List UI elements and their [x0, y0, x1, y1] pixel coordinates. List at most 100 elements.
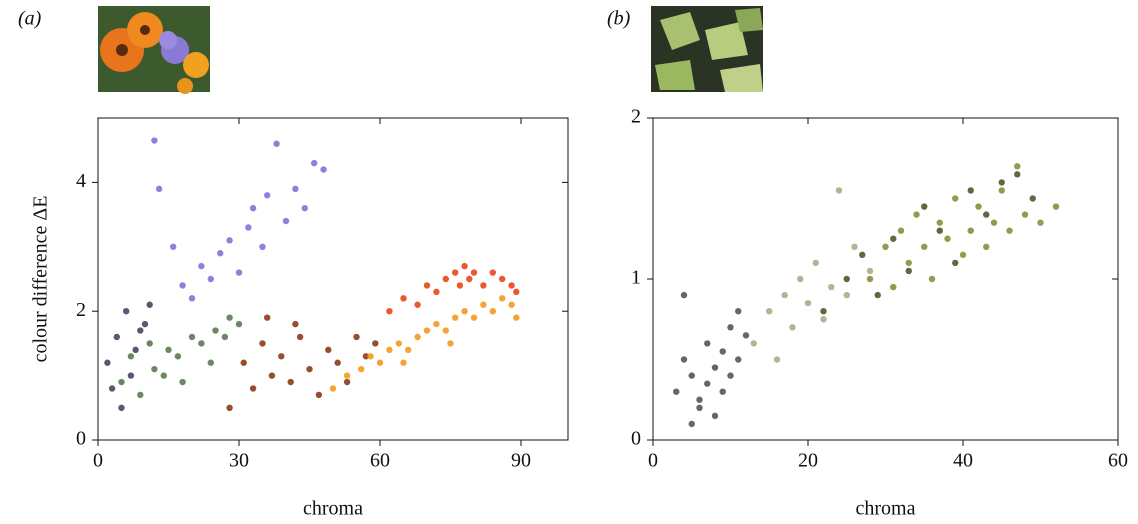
point: [165, 346, 172, 354]
y-tick-label: 2: [76, 299, 86, 321]
point: [235, 269, 243, 276]
point: [259, 243, 266, 250]
point: [287, 378, 294, 386]
point: [320, 166, 327, 173]
point: [179, 282, 186, 289]
point: [123, 308, 130, 315]
point: [146, 301, 153, 308]
point: [1037, 219, 1044, 226]
point: [812, 259, 819, 267]
point: [866, 275, 874, 283]
point: [797, 275, 804, 283]
point: [466, 275, 473, 283]
point: [820, 316, 827, 323]
point: [141, 320, 149, 328]
point: [226, 237, 233, 244]
point: [983, 211, 990, 218]
point: [890, 283, 897, 291]
point: [952, 195, 959, 202]
plot-frame: [97, 117, 569, 441]
point: [343, 372, 351, 379]
point: [367, 353, 374, 360]
point: [264, 192, 271, 199]
point: [967, 227, 974, 234]
point: [329, 385, 337, 392]
point: [137, 327, 144, 334]
point: [489, 308, 496, 315]
point: [789, 324, 796, 331]
point: [155, 185, 163, 193]
point: [1014, 163, 1021, 170]
point: [998, 187, 1005, 194]
point: [240, 359, 247, 366]
point: [851, 243, 858, 250]
point: [433, 320, 440, 328]
x-tick-label: 40: [953, 450, 973, 472]
point: [921, 203, 928, 210]
panel-label: (b): [607, 8, 631, 30]
point: [952, 259, 959, 267]
point: [386, 308, 393, 315]
point: [990, 219, 998, 226]
point: [735, 356, 742, 363]
point: [711, 364, 719, 371]
point: [461, 308, 468, 315]
point: [301, 204, 308, 212]
point: [897, 227, 905, 234]
point: [513, 288, 520, 296]
point: [696, 404, 703, 411]
point: [499, 275, 506, 283]
point: [405, 346, 412, 354]
point: [804, 299, 812, 307]
point: [245, 224, 252, 231]
point: [781, 291, 788, 299]
point: [146, 340, 153, 347]
point: [264, 314, 271, 321]
point: [470, 269, 478, 276]
point: [735, 308, 742, 315]
x-axis-label: chroma: [856, 498, 916, 520]
point: [113, 333, 121, 341]
point: [170, 243, 177, 250]
x-tick-label: 60: [370, 450, 390, 472]
point: [315, 391, 323, 399]
point: [108, 385, 116, 392]
point: [967, 187, 974, 194]
point: [944, 235, 951, 242]
point: [179, 378, 186, 386]
point: [843, 275, 850, 283]
point: [207, 275, 214, 283]
x-tick-label: 30: [229, 450, 249, 472]
y-tick-label: 1: [631, 267, 641, 289]
point: [874, 291, 881, 299]
ivy-photo: [651, 6, 763, 92]
point: [292, 185, 299, 193]
point: [132, 346, 139, 354]
point: [913, 211, 920, 218]
point: [452, 269, 459, 276]
panel-label: (a): [18, 8, 42, 30]
point: [680, 291, 688, 299]
point: [1006, 227, 1013, 234]
point: [188, 333, 196, 341]
point: [151, 137, 158, 144]
point: [470, 314, 478, 321]
point: [688, 372, 695, 379]
point: [226, 314, 233, 321]
point: [1014, 171, 1021, 178]
point: [296, 333, 304, 341]
point: [433, 288, 440, 296]
point: [711, 412, 719, 420]
point: [928, 275, 936, 283]
point: [442, 275, 449, 283]
point: [188, 295, 196, 302]
point: [456, 282, 464, 289]
point: [226, 404, 233, 411]
point: [400, 359, 407, 366]
point: [423, 282, 431, 289]
point: [353, 333, 360, 341]
point: [859, 251, 866, 259]
y-tick-label: 0: [631, 428, 641, 450]
